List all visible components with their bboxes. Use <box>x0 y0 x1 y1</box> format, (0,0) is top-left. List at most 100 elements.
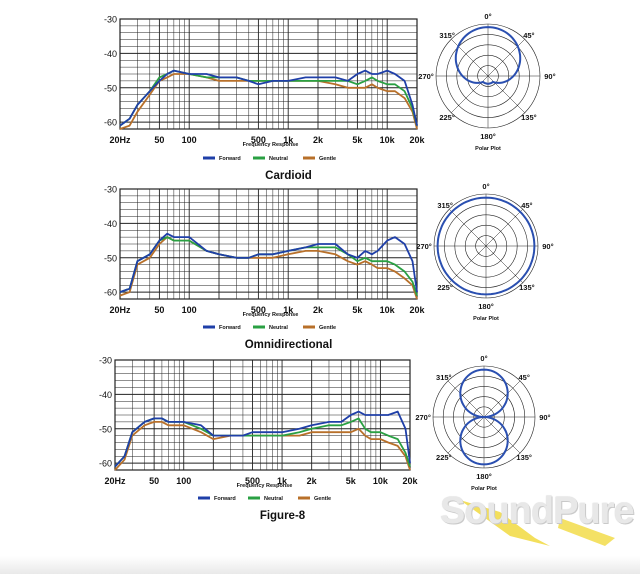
polar-angle-label: 180° <box>478 302 494 311</box>
x-tick-label: 20k <box>409 305 425 315</box>
polar-pattern <box>459 368 509 466</box>
x-tick-label: 50 <box>154 135 164 145</box>
polar-angle-label: 90° <box>539 413 550 422</box>
polar-angle-label: 315° <box>437 201 453 210</box>
polar-spoke <box>485 245 523 283</box>
y-tick-label: -30 <box>99 356 112 366</box>
x-tick-label: 20Hz <box>109 305 131 315</box>
x-tick-label: 20k <box>409 135 425 145</box>
legend-swatch-neutral <box>253 156 265 160</box>
x-tick-label: 100 <box>182 305 197 315</box>
x-tick-label: 5k <box>352 135 363 145</box>
polar-angle-label: 270° <box>415 413 431 422</box>
series-line-forward <box>114 410 411 468</box>
y-tick-label: -30 <box>104 15 117 25</box>
x-tick-label: 500 <box>245 476 260 486</box>
polar-angle-label: 135° <box>519 283 535 292</box>
legend-label-neutral: Neutral <box>269 325 288 331</box>
polar-angle-label: 225° <box>436 453 452 462</box>
legend-swatch-neutral <box>248 496 260 500</box>
y-tick-label: -40 <box>99 390 112 400</box>
x-axis-label: Frequency Response <box>237 483 293 489</box>
x-tick-label: 100 <box>176 476 191 486</box>
legend-label-neutral: Neutral <box>264 496 283 502</box>
x-tick-label: 500 <box>251 135 266 145</box>
x-tick-label: 1k <box>277 476 288 486</box>
legend-swatch-forward <box>203 156 215 160</box>
x-tick-label: 100 <box>182 135 197 145</box>
x-tick-label: 50 <box>149 476 159 486</box>
y-tick-label: -50 <box>99 424 112 434</box>
polar-plot: 0° 45° 90° 135° 180° 225° 270° 315° Polar Plot <box>418 12 555 152</box>
polar-label: Polar Plot <box>475 146 501 152</box>
x-tick-label: 5k <box>352 305 363 315</box>
legend-swatch-gentle <box>298 496 310 500</box>
legend-swatch-neutral <box>253 325 265 329</box>
polar-spoke <box>449 209 487 247</box>
polar-angle-label: 0° <box>484 12 491 21</box>
x-axis-label: Frequency Response <box>243 142 299 148</box>
x-tick-label: 20k <box>402 476 418 486</box>
soundpure-logo: SoundPure <box>440 488 635 548</box>
x-tick-label: 20Hz <box>109 135 131 145</box>
y-tick-label: -50 <box>104 253 117 263</box>
polar-spoke <box>483 380 521 418</box>
polar-angle-label: 270° <box>416 242 432 251</box>
y-tick-label: -60 <box>104 288 117 298</box>
polar-angle-label: 90° <box>542 242 553 251</box>
x-tick-label: 500 <box>251 305 266 315</box>
x-tick-label: 5k <box>346 476 357 486</box>
polar-spoke <box>449 245 487 283</box>
y-tick-label: -50 <box>104 83 117 93</box>
polar-plot: 0° 45° 90° 135° 180° 225° 270° 315° Polar Plot <box>416 182 553 322</box>
polar-angle-label: 45° <box>521 201 532 210</box>
x-tick-label: 10k <box>373 476 389 486</box>
polar-angle-label: 135° <box>516 453 532 462</box>
legend-swatch-gentle <box>303 325 315 329</box>
polar-label: Polar Plot <box>473 316 499 322</box>
polar-angle-label: 0° <box>482 182 489 191</box>
legend-label-forward: Forward <box>214 496 236 502</box>
chart-title: Cardioid <box>265 170 312 182</box>
x-tick-label: 2k <box>307 476 318 486</box>
polar-angle-label: 180° <box>476 472 492 481</box>
legend-swatch-forward <box>198 496 210 500</box>
legend-label-neutral: Neutral <box>269 156 288 162</box>
legend-swatch-gentle <box>303 156 315 160</box>
y-tick-label: -60 <box>104 118 117 128</box>
x-tick-label: 20Hz <box>104 476 126 486</box>
logo-text: SoundPure <box>440 490 635 532</box>
chart-omnidirectional: -30 -40 -50 -60 20Hz 50 100 500 1k 2k 5k 10k 20k Freq… <box>104 182 554 351</box>
x-tick-label: 1k <box>283 305 294 315</box>
chart-figure-8: -30 -40 -50 -60 20Hz 50 100 500 1k 2k 5k 10k 20k Freq… <box>99 354 551 522</box>
polar-angle-label: 90° <box>544 72 555 81</box>
polar-spoke <box>451 39 489 77</box>
polar-spoke <box>447 416 485 454</box>
polar-spoke <box>485 209 523 247</box>
polar-angle-label: 225° <box>439 113 455 122</box>
y-tick-label: -60 <box>99 459 112 469</box>
polar-angle-label: 0° <box>480 354 487 363</box>
polar-spoke <box>483 416 521 454</box>
polar-pattern <box>436 196 536 296</box>
legend-label-gentle: Gentle <box>319 156 336 162</box>
x-tick-label: 50 <box>154 305 164 315</box>
polar-pattern <box>454 26 522 85</box>
polar-angle-label: 315° <box>439 31 455 40</box>
polar-label: Polar Plot <box>471 486 497 492</box>
x-tick-label: 10k <box>380 135 396 145</box>
chart-cardioid: -30 -40 -50 -60 20Hz 50 100 500 1k 2k 5k 10k 20k Freq… <box>104 12 556 182</box>
polar-angle-label: 270° <box>418 72 434 81</box>
y-tick-label: -40 <box>104 49 117 59</box>
polar-spoke <box>487 39 525 77</box>
series-line-gentle <box>119 236 418 300</box>
polar-angle-label: 315° <box>436 373 452 382</box>
series-line-forward <box>119 69 418 127</box>
legend-swatch-forward <box>203 325 215 329</box>
x-tick-label: 10k <box>380 305 396 315</box>
legend-label-forward: Forward <box>219 156 241 162</box>
legend-label-forward: Forward <box>219 325 241 331</box>
y-tick-label: -30 <box>104 185 117 195</box>
x-tick-label: 1k <box>283 135 294 145</box>
